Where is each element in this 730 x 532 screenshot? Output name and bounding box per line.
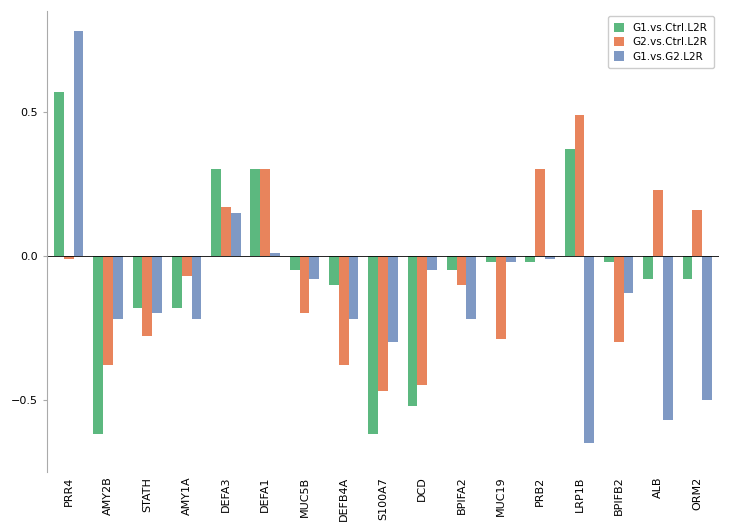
Bar (466, 256, 476, 319)
Bar (545, 256, 555, 259)
Bar (74, 31, 83, 256)
Bar (270, 253, 280, 256)
Bar (54, 92, 64, 256)
Bar (93, 256, 103, 434)
Bar (427, 256, 437, 270)
Bar (310, 256, 319, 279)
Bar (663, 256, 673, 420)
Bar (133, 256, 142, 307)
Bar (575, 115, 584, 256)
Bar (299, 256, 310, 313)
Bar (290, 256, 299, 270)
Bar (407, 256, 418, 405)
Bar (604, 256, 614, 262)
Bar (643, 256, 653, 279)
Bar (153, 256, 162, 313)
Bar (584, 256, 594, 443)
Bar (496, 256, 506, 339)
Bar (506, 256, 515, 262)
Bar (368, 256, 378, 434)
Bar (378, 256, 388, 391)
Bar (261, 170, 270, 256)
Bar (329, 256, 339, 285)
Bar (211, 170, 221, 256)
Bar (653, 189, 663, 256)
Bar (231, 213, 241, 256)
Bar (614, 256, 623, 342)
Bar (103, 256, 113, 365)
Bar (526, 256, 535, 262)
Bar (702, 256, 712, 400)
Bar (388, 256, 398, 342)
Bar (565, 149, 575, 256)
Bar (692, 210, 702, 256)
Bar (142, 256, 153, 336)
Bar (172, 256, 182, 307)
Bar (535, 170, 545, 256)
Bar (250, 170, 261, 256)
Legend: G1.vs.Ctrl.L2R, G2.vs.Ctrl.L2R, G1.vs.G2.L2R: G1.vs.Ctrl.L2R, G2.vs.Ctrl.L2R, G1.vs.G2… (607, 16, 714, 68)
Bar (113, 256, 123, 319)
Bar (64, 256, 74, 259)
Bar (182, 256, 191, 276)
Bar (221, 207, 231, 256)
Bar (623, 256, 634, 293)
Bar (349, 256, 358, 319)
Bar (191, 256, 201, 319)
Bar (447, 256, 457, 270)
Bar (457, 256, 466, 285)
Bar (339, 256, 349, 365)
Bar (486, 256, 496, 262)
Bar (683, 256, 692, 279)
Bar (418, 256, 427, 385)
